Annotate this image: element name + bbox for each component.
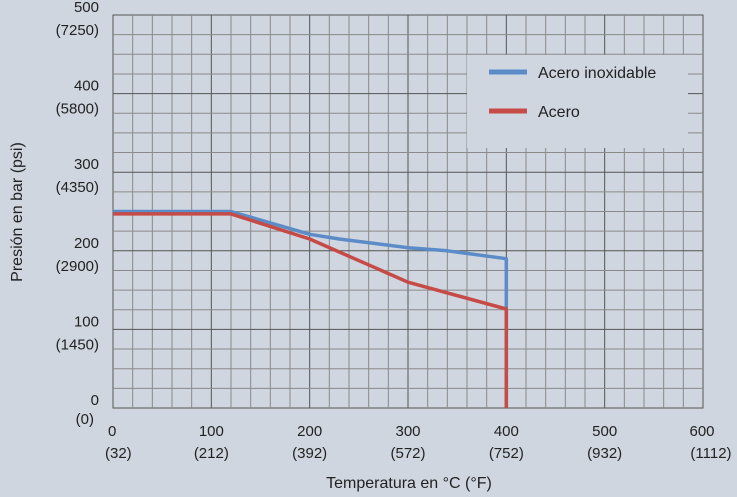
x-tick-label: 300 [395,423,420,440]
series-line [113,212,509,408]
y-axis-title: Presión en bar (psi) [9,142,26,282]
y-tick-label-psi: (0) [76,411,94,428]
x-tick-label-f: (212) [194,445,229,462]
x-tick-label: 0 [108,423,116,440]
x-tick-label: 400 [494,423,519,440]
x-tick-label: 200 [297,423,322,440]
x-tick-label-f: (32) [105,445,132,462]
y-tick-label-psi: (1450) [56,336,99,353]
y-tick-label: 300 [74,156,99,173]
y-tick-label: 500 [74,0,99,16]
y-tick-label-psi: (2900) [56,258,99,275]
y-tick-label: 100 [74,313,99,330]
x-tick-label-f: (572) [390,445,425,462]
x-axis-ticks: 0 (32) 100 (212) 200 (392) 300 (572) 400 (752) 500… [105,423,732,462]
x-tick-label-f: (932) [587,445,622,462]
y-tick-label: 0 [91,392,99,409]
y-tick-label-psi: (5800) [56,101,99,118]
x-tick-label: 100 [199,423,224,440]
x-tick-label-f: (752) [489,445,524,462]
y-axis-ticks: 0 (0) 100 (1450) 200 (2900) 300 (4350) 400 (5800)… [56,0,99,428]
y-tick-label: 400 [74,78,99,95]
y-tick-label-psi: (4350) [56,179,99,196]
legend-label: Acero [538,104,580,121]
x-tick-label: 600 [689,423,714,440]
x-tick-label-f: (1112) [690,445,731,462]
series-line [113,209,509,408]
y-tick-label-psi: (7250) [56,22,99,39]
x-axis-title: Temperatura en °C (°F) [326,475,492,492]
legend-label: Acero inoxidable [538,65,656,82]
grid [112,14,704,409]
legend: Acero inoxidable Acero [467,55,688,148]
series-layer [113,209,509,408]
x-tick-label-f: (392) [292,445,327,462]
y-tick-label: 200 [74,235,99,252]
x-tick-label: 500 [592,423,617,440]
